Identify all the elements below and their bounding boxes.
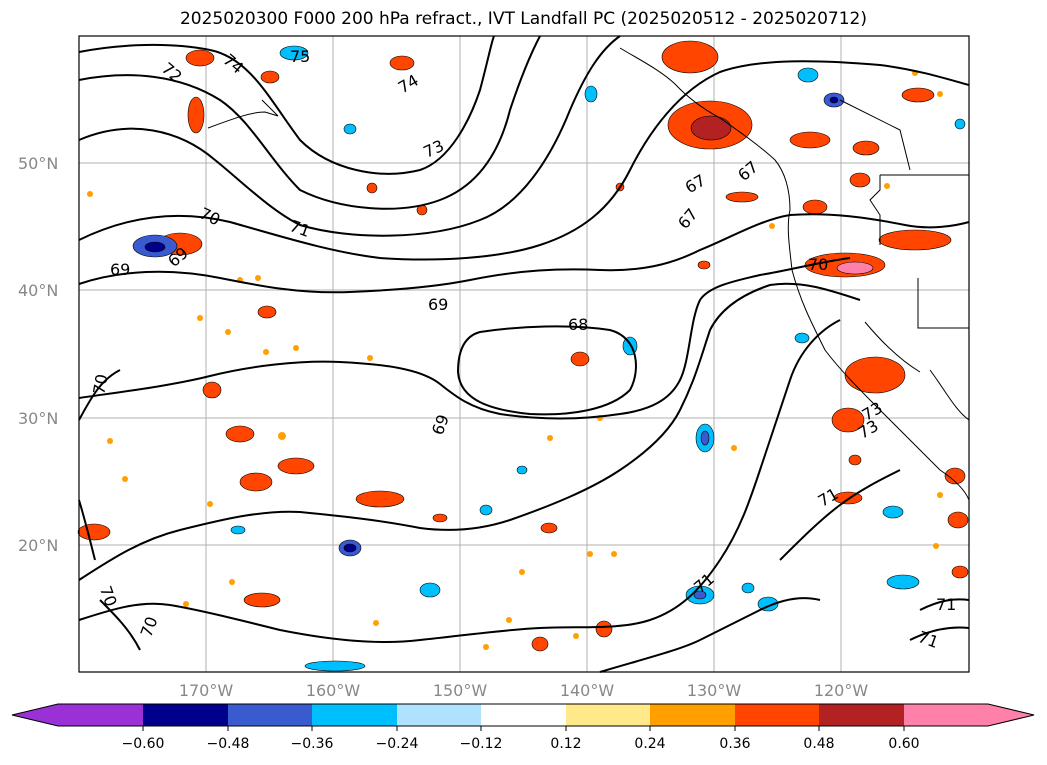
colorbar-tick-label: −0.12 <box>460 736 503 752</box>
colorbar-extend-low <box>12 704 58 726</box>
contour-label: 69 <box>428 295 448 314</box>
colorbar-segment <box>228 704 312 726</box>
lat-label-40n: 40°N <box>18 281 58 300</box>
latitude-labels: 50°N 40°N 30°N 20°N <box>18 154 58 555</box>
colorbar-tick-label: −0.36 <box>291 736 334 752</box>
contour-label: 69 <box>110 260 130 279</box>
colorbar-segment <box>143 704 228 726</box>
lon-label-140w: 140°W <box>560 681 615 700</box>
refractivity-shading <box>77 40 969 672</box>
colorbar-outline <box>11 703 1035 727</box>
contour-label: 70 <box>808 255 828 274</box>
lon-label-130w: 130°W <box>687 681 742 700</box>
plot-title: 2025020300 F000 200 hPa refract., IVT La… <box>179 9 867 29</box>
colorbar-segment <box>650 704 735 726</box>
colorbar-tick-label: −0.60 <box>122 736 165 752</box>
colorbar-extend-high <box>988 704 1034 726</box>
colorbar-tick-label: −0.24 <box>376 736 419 752</box>
colorbar-tick-label: 0.24 <box>634 736 665 752</box>
colorbar-segment <box>481 704 566 726</box>
longitude-labels: 170°W 160°W 150°W 140°W 130°W 120°W <box>179 681 869 700</box>
colorbar-segment <box>566 704 650 726</box>
colorbar: −0.60 −0.48 −0.36 −0.24 −0.12 0.12 0.24 … <box>11 703 1035 752</box>
map-area <box>79 36 969 672</box>
colorbar-tick-label: 0.48 <box>803 736 834 752</box>
lat-label-50n: 50°N <box>18 154 58 173</box>
lon-label-120w: 120°W <box>814 681 869 700</box>
positive-anomaly-patches <box>77 40 969 652</box>
colorbar-tick-label: −0.48 <box>207 736 250 752</box>
colorbar-segment <box>58 704 143 726</box>
colorbar-segment <box>397 704 481 726</box>
colorbar-segment <box>735 704 819 726</box>
lat-label-30n: 30°N <box>18 409 58 428</box>
contour-label: 68 <box>568 315 588 334</box>
colorbar-tick-label: 0.36 <box>719 736 750 752</box>
contour-label: 71 <box>936 595 956 614</box>
lon-label-160w: 160°W <box>306 681 361 700</box>
contour-label: 70 <box>89 373 111 396</box>
colorbar-tick-label: 0.12 <box>550 736 581 752</box>
lon-label-150w: 150°W <box>433 681 488 700</box>
refractivity-contours <box>78 35 970 673</box>
scattered-spots <box>87 70 943 650</box>
lon-label-170w: 170°W <box>179 681 234 700</box>
lat-label-20n: 20°N <box>18 536 58 555</box>
map-frame <box>78 35 970 673</box>
coastlines <box>207 47 970 501</box>
negative-anomaly-patches <box>132 45 966 672</box>
colorbar-segment <box>904 704 988 726</box>
colorbar-segment <box>312 704 397 726</box>
colorbar-tick-label: 0.60 <box>888 736 919 752</box>
colorbar-segment <box>819 704 904 726</box>
contour-label: 75 <box>290 47 310 66</box>
